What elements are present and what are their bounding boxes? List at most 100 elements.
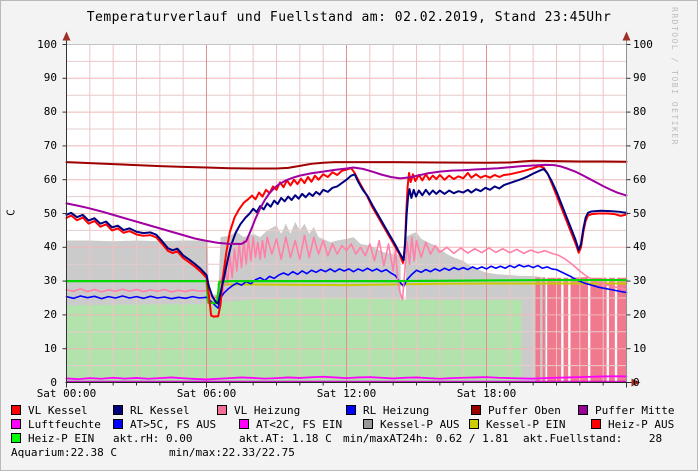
legend-at-gt5-fs-aus-label: AT>5C, FS AUS — [130, 418, 217, 431]
y-tick-label-left: 70 — [43, 138, 57, 152]
y-tick-label-right: 40 — [633, 240, 647, 254]
legend-luftfeuchte-label: Luftfeuchte — [28, 418, 101, 431]
legend-heiz-p-ein-swatch-icon — [11, 433, 21, 443]
legend-puffer-mitte-swatch-icon — [578, 405, 588, 415]
area-heiz-p-aus — [542, 277, 545, 383]
stat-akt-fuellstand-label: akt.Fuellstand: 28 — [523, 432, 663, 445]
x-tick-label: Sat 12:00 — [316, 387, 377, 400]
legend-kessel-p-aus: Kessel-P AUS — [363, 419, 459, 431]
y-tick-label-right: 100 — [633, 37, 653, 51]
legend-heiz-p-aus-label: Heiz-P AUS — [608, 418, 675, 431]
y-tick-label-right: 90 — [633, 71, 647, 85]
stat-aquarium-label: Aquarium:22.38 C — [11, 446, 117, 459]
stat-aquarium-minmax: min/max:22.33/22.75 — [169, 447, 295, 459]
series-heiz-p-ein — [65, 278, 628, 305]
area-heiz-p-aus — [547, 277, 562, 383]
legend-at-gt5-fs-aus: AT>5C, FS AUS — [113, 419, 216, 431]
stat-minmax-at24h-label: min/maxAT24h: 0.62 / 1.81 — [343, 432, 509, 445]
y-tick-label-right: 70 — [633, 138, 647, 152]
area-fuellstand — [66, 298, 522, 383]
stat-akt-at-label: akt.AT: 1.18 C — [239, 432, 332, 445]
legend-rl-kessel-swatch-icon — [113, 405, 123, 415]
series-puffer-oben — [65, 159, 628, 170]
y-tick-label-right: 60 — [633, 172, 647, 186]
legend-heiz-p-aus-swatch-icon — [591, 419, 601, 429]
legend-rl-heizung-swatch-icon — [346, 405, 356, 415]
stat-akt-rh-label: akt.rH: 0.00 — [113, 432, 193, 445]
area-heiz-p-aus — [617, 277, 627, 383]
series-vl-heizung — [65, 234, 628, 301]
legend-rl-heizung: RL Heizung — [346, 405, 429, 417]
area-heiz-p-aus — [535, 277, 541, 383]
legend-heiz-p-aus: Heiz-P AUS — [591, 419, 674, 431]
x-tick-label: Sat 18:00 — [456, 387, 517, 400]
y-tick-label-left: 80 — [43, 105, 57, 119]
legend-vl-kessel-label: VL Kessel — [28, 404, 88, 417]
stat-akt-rh: akt.rH: 0.00 — [113, 433, 192, 445]
y-tick-label-left: 20 — [43, 307, 57, 321]
legend-heiz-p-ein-label: Heiz-P EIN — [28, 432, 95, 445]
stat-aquarium-minmax-label: min/max:22.33/22.75 — [169, 446, 295, 459]
y-tick-label-right: 10 — [633, 341, 647, 355]
y-tick-label-right: 20 — [633, 307, 647, 321]
legend-vl-heizung-swatch-icon — [217, 405, 227, 415]
y-tick-label-left: 50 — [43, 206, 57, 220]
legend-heiz-p-ein: Heiz-P EIN — [11, 433, 94, 445]
series-rl-kessel — [65, 167, 628, 305]
y-tick-label-right: 80 — [633, 105, 647, 119]
y-tick-label-left: 10 — [43, 341, 57, 355]
legend-kessel-p-ein: Kessel-P EIN — [469, 419, 565, 431]
legend-vl-heizung: VL Heizung — [217, 405, 300, 417]
legend-at-gt5-fs-aus-swatch-icon — [113, 419, 123, 429]
series-at-2c-fs-ein — [65, 375, 628, 381]
y-tick-label-right: 0 — [633, 375, 640, 389]
legend-puffer-oben-label: Puffer Oben — [488, 404, 561, 417]
legend-puffer-mitte-label: Puffer Mitte — [595, 404, 675, 417]
y-tick-label-left: 30 — [43, 274, 57, 288]
series-puffer-mitte — [65, 163, 628, 245]
legend-rl-heizung-label: RL Heizung — [363, 404, 430, 417]
legend-luftfeuchte-swatch-icon — [11, 419, 21, 429]
y-axis-arrow-left-icon — [62, 31, 71, 41]
x-axis-arrow-icon — [631, 378, 641, 387]
y-tick-label-right: 30 — [633, 274, 647, 288]
chart-title: Temperaturverlauf und Fuellstand am: 02.… — [86, 10, 612, 25]
stat-minmax-at24h: min/maxAT24h: 0.62 / 1.81 — [343, 433, 509, 445]
legend-vl-kessel-swatch-icon — [11, 405, 21, 415]
legend-puffer-oben: Puffer Oben — [471, 405, 561, 417]
y-tick-label-left: 60 — [43, 172, 57, 186]
area-heiz-p-aus — [609, 277, 615, 383]
legend-vl-kessel: VL Kessel — [11, 405, 88, 417]
legend-rl-kessel-label: RL Kessel — [130, 404, 190, 417]
y-tick-label-left: 40 — [43, 240, 57, 254]
y-tick-label-left: 0 — [50, 375, 57, 389]
legend-kessel-p-aus-label: Kessel-P AUS — [380, 418, 460, 431]
legend-kessel-p-aus-swatch-icon — [363, 419, 373, 429]
series-kessel-p-ein — [217, 282, 628, 287]
stat-aquarium: Aquarium:22.38 C — [11, 447, 117, 459]
legend-at-lt2-fs-ein-label: AT<2C, FS EIN — [256, 418, 343, 431]
y-tick-label-left: 90 — [43, 71, 57, 85]
legend-kessel-p-ein-swatch-icon — [469, 419, 479, 429]
x-tick-label: Sat 06:00 — [176, 387, 237, 400]
y-tick-label-right: 50 — [633, 206, 647, 220]
y-tick-label-left: 100 — [37, 37, 57, 51]
series-rl-heizung — [65, 264, 628, 309]
legend-puffer-mitte: Puffer Mitte — [578, 405, 674, 417]
area-heiz-p-aus — [563, 277, 569, 383]
stat-akt-fuellstand: akt.Fuellstand: 28 — [523, 433, 662, 445]
area-heiz-p-aus — [570, 277, 588, 383]
area-heiz-p-aus — [590, 277, 607, 383]
x-tick-label: Sat 00:00 — [36, 387, 97, 400]
legend-puffer-oben-swatch-icon — [471, 405, 481, 415]
legend-at-lt2-fs-ein: AT<2C, FS EIN — [239, 419, 342, 431]
legend-vl-heizung-label: VL Heizung — [234, 404, 301, 417]
legend-rl-kessel: RL Kessel — [113, 405, 190, 417]
legend-kessel-p-ein-label: Kessel-P EIN — [486, 418, 566, 431]
stat-akt-at: akt.AT: 1.18 C — [239, 433, 332, 445]
legend-at-lt2-fs-ein-swatch-icon — [239, 419, 249, 429]
y-axis-arrow-right-icon — [622, 31, 631, 41]
legend-luftfeuchte: Luftfeuchte — [11, 419, 101, 431]
